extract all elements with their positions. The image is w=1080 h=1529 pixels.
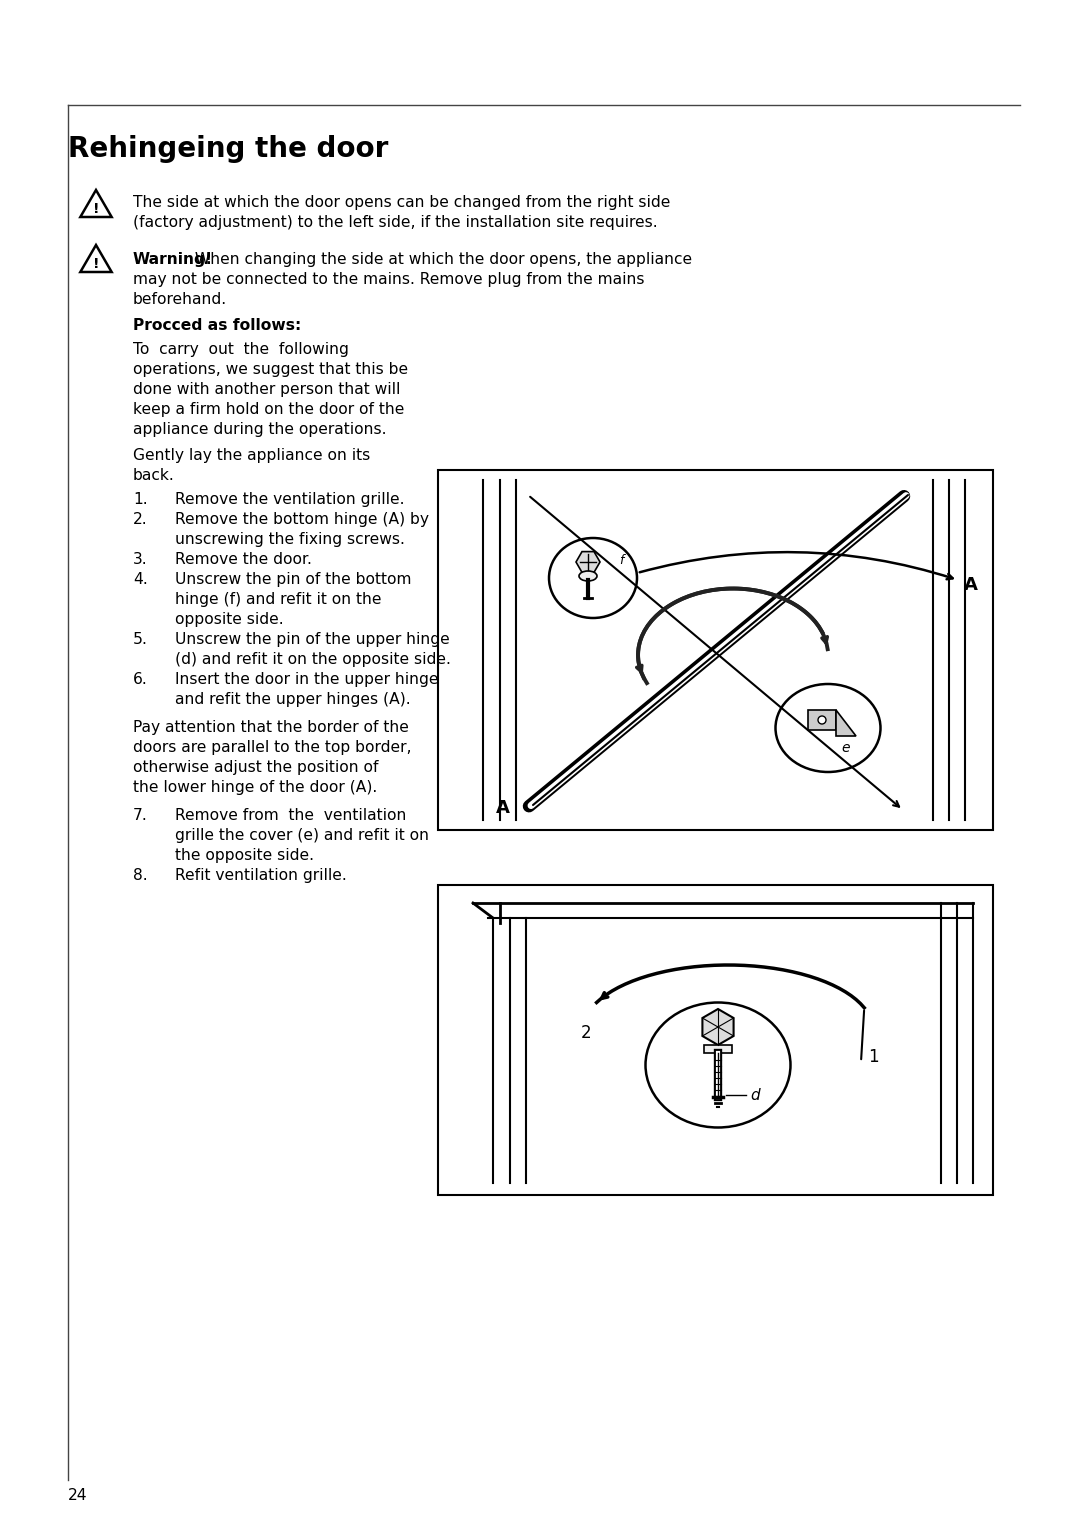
Text: 3.: 3.: [133, 552, 148, 567]
Text: the lower hinge of the door (A).: the lower hinge of the door (A).: [133, 780, 377, 795]
Ellipse shape: [818, 716, 826, 725]
Text: grille the cover (e) and refit it on: grille the cover (e) and refit it on: [175, 829, 429, 842]
Text: 7.: 7.: [133, 807, 148, 823]
Text: and refit the upper hinges (A).: and refit the upper hinges (A).: [175, 693, 410, 706]
Text: done with another person that will: done with another person that will: [133, 382, 401, 398]
Text: 8.: 8.: [133, 868, 148, 884]
Ellipse shape: [549, 538, 637, 618]
Text: operations, we suggest that this be: operations, we suggest that this be: [133, 362, 408, 378]
Text: To  carry  out  the  following: To carry out the following: [133, 342, 349, 356]
Text: Pay attention that the border of the: Pay attention that the border of the: [133, 720, 409, 735]
Text: !: !: [93, 257, 99, 271]
Text: back.: back.: [133, 468, 175, 483]
Polygon shape: [576, 552, 600, 572]
Text: the opposite side.: the opposite side.: [175, 849, 314, 862]
Text: otherwise adjust the position of: otherwise adjust the position of: [133, 760, 378, 775]
Text: Insert the door in the upper hinge: Insert the door in the upper hinge: [175, 673, 438, 687]
Text: (factory adjustment) to the left side, if the installation site requires.: (factory adjustment) to the left side, i…: [133, 216, 658, 229]
Text: 6.: 6.: [133, 673, 148, 687]
Text: 4.: 4.: [133, 572, 148, 587]
Text: Refit ventilation grille.: Refit ventilation grille.: [175, 868, 347, 884]
Ellipse shape: [775, 683, 880, 772]
Text: unscrewing the fixing screws.: unscrewing the fixing screws.: [175, 532, 405, 547]
Polygon shape: [702, 1009, 733, 1044]
Text: Warning!: Warning!: [133, 252, 213, 268]
Text: d: d: [750, 1087, 759, 1102]
Text: Remove the door.: Remove the door.: [175, 552, 312, 567]
Text: Gently lay the appliance on its: Gently lay the appliance on its: [133, 448, 370, 463]
Text: beforehand.: beforehand.: [133, 292, 227, 307]
Text: Unscrew the pin of the upper hinge: Unscrew the pin of the upper hinge: [175, 631, 449, 647]
Text: When changing the side at which the door opens, the appliance: When changing the side at which the door…: [190, 252, 692, 268]
Ellipse shape: [579, 570, 597, 581]
Bar: [808, 709, 836, 729]
Text: Remove the ventilation grille.: Remove the ventilation grille.: [175, 492, 405, 508]
Ellipse shape: [646, 1003, 791, 1127]
Text: Rehingeing the door: Rehingeing the door: [68, 135, 389, 164]
Text: 2: 2: [581, 1024, 592, 1041]
Polygon shape: [836, 709, 856, 735]
Text: 5.: 5.: [133, 631, 148, 647]
Text: appliance during the operations.: appliance during the operations.: [133, 422, 387, 437]
Text: e: e: [841, 742, 850, 755]
Text: !: !: [93, 202, 99, 216]
Bar: [704, 1044, 732, 1053]
Text: 2.: 2.: [133, 512, 148, 528]
Text: Procced as follows:: Procced as follows:: [133, 318, 301, 333]
Text: A: A: [964, 576, 977, 593]
Bar: [438, 469, 993, 830]
Text: 1: 1: [867, 1047, 878, 1066]
Text: may not be connected to the mains. Remove plug from the mains: may not be connected to the mains. Remov…: [133, 272, 645, 287]
Text: f: f: [619, 553, 623, 567]
Text: 1.: 1.: [133, 492, 148, 508]
Text: (d) and refit it on the opposite side.: (d) and refit it on the opposite side.: [175, 651, 450, 667]
Text: A: A: [496, 800, 510, 816]
Text: doors are parallel to the top border,: doors are parallel to the top border,: [133, 740, 411, 755]
Text: Unscrew the pin of the bottom: Unscrew the pin of the bottom: [175, 572, 411, 587]
Text: The side at which the door opens can be changed from the right side: The side at which the door opens can be …: [133, 196, 671, 209]
Bar: [438, 885, 993, 1196]
Text: 24: 24: [68, 1488, 87, 1503]
Text: keep a firm hold on the door of the: keep a firm hold on the door of the: [133, 402, 404, 417]
Text: hinge (f) and refit it on the: hinge (f) and refit it on the: [175, 592, 381, 607]
Text: Remove the bottom hinge (A) by: Remove the bottom hinge (A) by: [175, 512, 429, 528]
Text: opposite side.: opposite side.: [175, 612, 284, 627]
Text: Remove from  the  ventilation: Remove from the ventilation: [175, 807, 406, 823]
